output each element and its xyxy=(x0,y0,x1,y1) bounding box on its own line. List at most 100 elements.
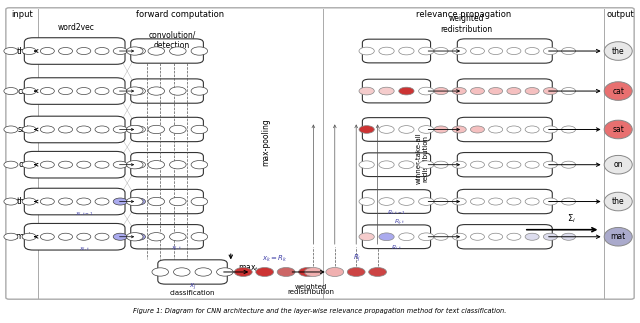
Circle shape xyxy=(22,88,36,95)
Circle shape xyxy=(4,88,18,95)
FancyBboxPatch shape xyxy=(24,38,125,64)
Circle shape xyxy=(113,198,127,205)
Circle shape xyxy=(470,233,484,240)
Text: $R_{j,t}$: $R_{j,t}$ xyxy=(394,218,406,228)
Circle shape xyxy=(434,47,448,55)
Circle shape xyxy=(543,47,557,55)
FancyBboxPatch shape xyxy=(362,190,431,214)
Circle shape xyxy=(148,197,164,206)
Text: mat: mat xyxy=(611,232,626,241)
Circle shape xyxy=(525,161,539,168)
Circle shape xyxy=(561,126,575,133)
Circle shape xyxy=(58,161,72,168)
Circle shape xyxy=(40,47,54,55)
Circle shape xyxy=(434,88,448,95)
Circle shape xyxy=(452,126,467,133)
Circle shape xyxy=(113,126,127,133)
Text: on: on xyxy=(614,160,623,169)
Circle shape xyxy=(131,198,145,205)
Circle shape xyxy=(131,88,145,95)
Circle shape xyxy=(434,126,448,133)
Circle shape xyxy=(470,47,484,55)
Text: output: output xyxy=(607,10,635,19)
Text: $x_k = R_k$: $x_k = R_k$ xyxy=(262,254,288,264)
Circle shape xyxy=(379,233,394,241)
Circle shape xyxy=(543,233,557,240)
Circle shape xyxy=(434,198,448,205)
Circle shape xyxy=(40,198,54,205)
Text: on: on xyxy=(19,160,29,169)
Circle shape xyxy=(256,267,274,276)
FancyBboxPatch shape xyxy=(131,39,204,63)
Text: the: the xyxy=(612,197,625,206)
Circle shape xyxy=(452,233,467,240)
Ellipse shape xyxy=(604,155,632,174)
Text: forward computation: forward computation xyxy=(136,10,224,19)
Circle shape xyxy=(22,233,36,240)
Text: the: the xyxy=(17,197,31,206)
Circle shape xyxy=(131,47,145,55)
FancyBboxPatch shape xyxy=(131,79,204,103)
FancyBboxPatch shape xyxy=(24,78,125,104)
Circle shape xyxy=(470,88,484,95)
Circle shape xyxy=(4,161,18,168)
Circle shape xyxy=(170,197,186,206)
Circle shape xyxy=(148,87,164,95)
FancyBboxPatch shape xyxy=(362,225,431,249)
Circle shape xyxy=(359,47,374,55)
Circle shape xyxy=(95,161,109,168)
Circle shape xyxy=(419,233,434,241)
Circle shape xyxy=(58,198,72,205)
Circle shape xyxy=(470,126,484,133)
FancyBboxPatch shape xyxy=(131,152,204,177)
Circle shape xyxy=(359,198,374,205)
Circle shape xyxy=(489,47,502,55)
Circle shape xyxy=(419,161,434,169)
Circle shape xyxy=(191,47,207,55)
Circle shape xyxy=(543,161,557,168)
Circle shape xyxy=(470,161,484,168)
Circle shape xyxy=(399,47,414,55)
Circle shape xyxy=(359,87,374,95)
Circle shape xyxy=(95,47,109,55)
Circle shape xyxy=(561,198,575,205)
Circle shape xyxy=(127,47,143,55)
Circle shape xyxy=(195,268,212,276)
Circle shape xyxy=(113,88,127,95)
Circle shape xyxy=(399,233,414,241)
Circle shape xyxy=(216,268,233,276)
Circle shape xyxy=(152,268,168,276)
Text: weighted
redistribution: weighted redistribution xyxy=(440,14,493,34)
Circle shape xyxy=(507,126,521,133)
Circle shape xyxy=(148,47,164,55)
Circle shape xyxy=(434,161,448,168)
Circle shape xyxy=(148,233,164,241)
Circle shape xyxy=(348,267,365,276)
Circle shape xyxy=(561,233,575,240)
Circle shape xyxy=(191,87,207,95)
Circle shape xyxy=(4,198,18,205)
Circle shape xyxy=(58,47,72,55)
Circle shape xyxy=(77,198,91,205)
Circle shape xyxy=(434,233,448,240)
Circle shape xyxy=(191,125,207,134)
Circle shape xyxy=(452,161,467,168)
Circle shape xyxy=(507,198,521,205)
Circle shape xyxy=(127,197,143,206)
FancyBboxPatch shape xyxy=(131,224,204,249)
Text: convolution/
detection: convolution/ detection xyxy=(148,30,196,50)
Circle shape xyxy=(113,47,127,55)
Circle shape xyxy=(369,267,387,276)
Circle shape xyxy=(452,47,467,55)
Circle shape xyxy=(525,126,539,133)
Ellipse shape xyxy=(604,227,632,246)
Circle shape xyxy=(299,267,316,276)
Circle shape xyxy=(277,267,295,276)
FancyBboxPatch shape xyxy=(24,224,125,250)
FancyBboxPatch shape xyxy=(24,116,125,143)
Circle shape xyxy=(507,233,521,240)
Circle shape xyxy=(40,126,54,133)
Circle shape xyxy=(95,126,109,133)
Circle shape xyxy=(379,161,394,169)
Text: max-pooling: max-pooling xyxy=(261,119,270,166)
